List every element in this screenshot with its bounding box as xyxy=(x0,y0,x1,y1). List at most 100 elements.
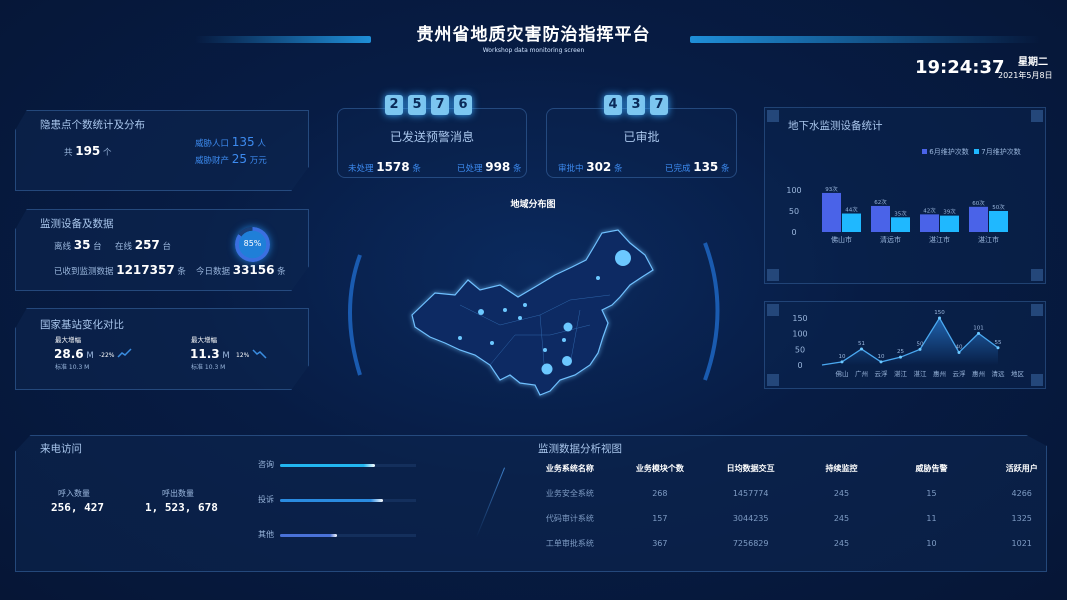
calls-out-label: 呼出数量 xyxy=(162,489,194,498)
page-title: 贵州省地质灾害防治指挥平台 xyxy=(416,25,651,45)
bar xyxy=(871,205,890,232)
column-header: 业务系统名称 xyxy=(545,464,594,473)
area-fill xyxy=(822,318,998,365)
legend-label: 7月维护次数 xyxy=(981,148,1021,156)
china-outline xyxy=(411,229,654,396)
legend-swatch xyxy=(922,149,927,154)
table-cell: 4266 xyxy=(1011,489,1032,498)
warning-unprocessed: 未处理 1578 条 xyxy=(348,160,421,174)
x-tick: 清远 xyxy=(992,369,1006,378)
bar xyxy=(842,213,861,232)
approval-box xyxy=(546,108,737,178)
china-map[interactable] xyxy=(340,215,730,425)
data-point xyxy=(957,350,961,354)
table-cell: 245 xyxy=(833,514,850,523)
table-cell: 268 xyxy=(652,489,668,498)
data-point xyxy=(840,360,844,364)
online-value: 257 xyxy=(134,238,160,252)
progress-bar xyxy=(280,499,416,502)
groundwater-title: 地下水监测设备统计 xyxy=(788,120,883,132)
unit: 条 xyxy=(512,164,522,174)
pop-unit: 人 xyxy=(257,139,266,149)
analysis-table: 业务系统名称 业务模块个数 日均数据交互 持续监控 威胁告警 活跃用户 业务安全系统 268 1… xyxy=(525,456,1067,556)
point-label: 10 xyxy=(839,354,846,360)
x-tick: 惠州 xyxy=(972,369,985,378)
left-arc xyxy=(348,254,362,376)
table-cell: 1021 xyxy=(1011,539,1032,548)
progress-fill xyxy=(280,464,376,467)
table-row[interactable]: 业务安全系统 268 1457774 245 15 4266 xyxy=(525,481,1067,506)
unit: 条 xyxy=(177,267,186,277)
corner-decoration xyxy=(1031,374,1043,386)
table-cell: 245 xyxy=(833,539,850,548)
x-tick: 云浮 xyxy=(953,369,967,378)
table-cell: 代码审计系统 xyxy=(545,514,594,523)
column-header: 持续监控 xyxy=(825,464,858,473)
unit: 条 xyxy=(277,267,286,277)
analysis-title: 监测数据分析视图 xyxy=(538,443,622,455)
digit: 7 xyxy=(650,95,668,115)
point-label: 10 xyxy=(878,354,885,360)
unit: M xyxy=(222,351,230,361)
bar-label: 其他 xyxy=(258,530,274,539)
calls-title: 来电访问 xyxy=(40,443,82,455)
y-tick: 100 xyxy=(792,330,807,339)
warning-box xyxy=(337,108,527,178)
data-point xyxy=(899,355,902,359)
bar-label: 咨询 xyxy=(258,460,274,469)
point-label: 25 xyxy=(897,349,904,355)
right-arc xyxy=(703,242,720,381)
column-header: 威胁告警 xyxy=(915,464,948,473)
date: 2021年5月8日 xyxy=(998,71,1053,80)
x-tick: 云浮 xyxy=(875,369,889,378)
legend-swatch xyxy=(974,149,979,154)
bar-label: 44次 xyxy=(845,206,858,214)
warning-processed: 已处理 998 条 xyxy=(457,160,522,174)
corner-decoration xyxy=(1031,110,1043,122)
digit: 5 xyxy=(408,95,426,115)
y-tick: 0 xyxy=(791,228,796,237)
trend-up-icon xyxy=(117,348,132,358)
table-row[interactable]: 工单审批系统 367 7256829 245 10 1021 xyxy=(525,531,1067,556)
value: 998 xyxy=(485,160,511,174)
point-label: 40 xyxy=(956,344,963,350)
table-cell: 245 xyxy=(833,489,850,498)
label: 审批中 xyxy=(558,164,584,174)
table-cell: 1325 xyxy=(1011,514,1032,523)
unit: 条 xyxy=(412,164,421,174)
unit: 条 xyxy=(613,164,623,174)
pop-value: 135 xyxy=(231,135,255,149)
calls-out-value: 1, 523, 678 xyxy=(145,501,218,514)
x-tick: 湛江市 xyxy=(929,235,950,244)
offline-label: 离线 xyxy=(54,242,72,252)
total-value: 195 xyxy=(75,144,101,158)
value: 11.3 xyxy=(190,347,220,361)
bar-label: 42次 xyxy=(923,206,936,214)
digit: 7 xyxy=(431,95,449,115)
table-cell: 367 xyxy=(652,539,668,548)
online-count: 在线 257 台 xyxy=(115,238,171,252)
y-tick: 0 xyxy=(797,361,802,370)
table-row[interactable]: 代码审计系统 157 3044235 245 11 1325 xyxy=(525,506,1067,531)
today-label: 今日数据 xyxy=(196,267,231,277)
bar-label: 39次 xyxy=(943,208,956,216)
table-header: 业务系统名称 业务模块个数 日均数据交互 持续监控 威胁告警 活跃用户 xyxy=(525,456,1067,481)
hazard-panel xyxy=(15,110,309,191)
digit: 3 xyxy=(627,95,645,115)
received-label: 已收到监测数据 xyxy=(54,267,114,277)
map-title: 地域分布图 xyxy=(510,200,556,210)
y-tick: 100 xyxy=(786,186,801,195)
bar xyxy=(822,192,841,232)
column-header: 日均数据交互 xyxy=(726,464,775,473)
data-point xyxy=(918,347,922,351)
approval-pending: 审批中 302 条 xyxy=(558,160,623,174)
table-cell: 业务安全系统 xyxy=(545,489,594,498)
item-label: 最大增幅 xyxy=(191,336,217,344)
x-tick: 湛江 xyxy=(914,370,928,378)
item-change: -22% xyxy=(99,352,115,359)
point-label: 55 xyxy=(995,340,1002,346)
progress-fill xyxy=(280,534,338,537)
page-subtitle: Workshop data monitoring screen xyxy=(482,47,585,54)
today-count: 今日数据 33156 条 xyxy=(196,263,286,277)
